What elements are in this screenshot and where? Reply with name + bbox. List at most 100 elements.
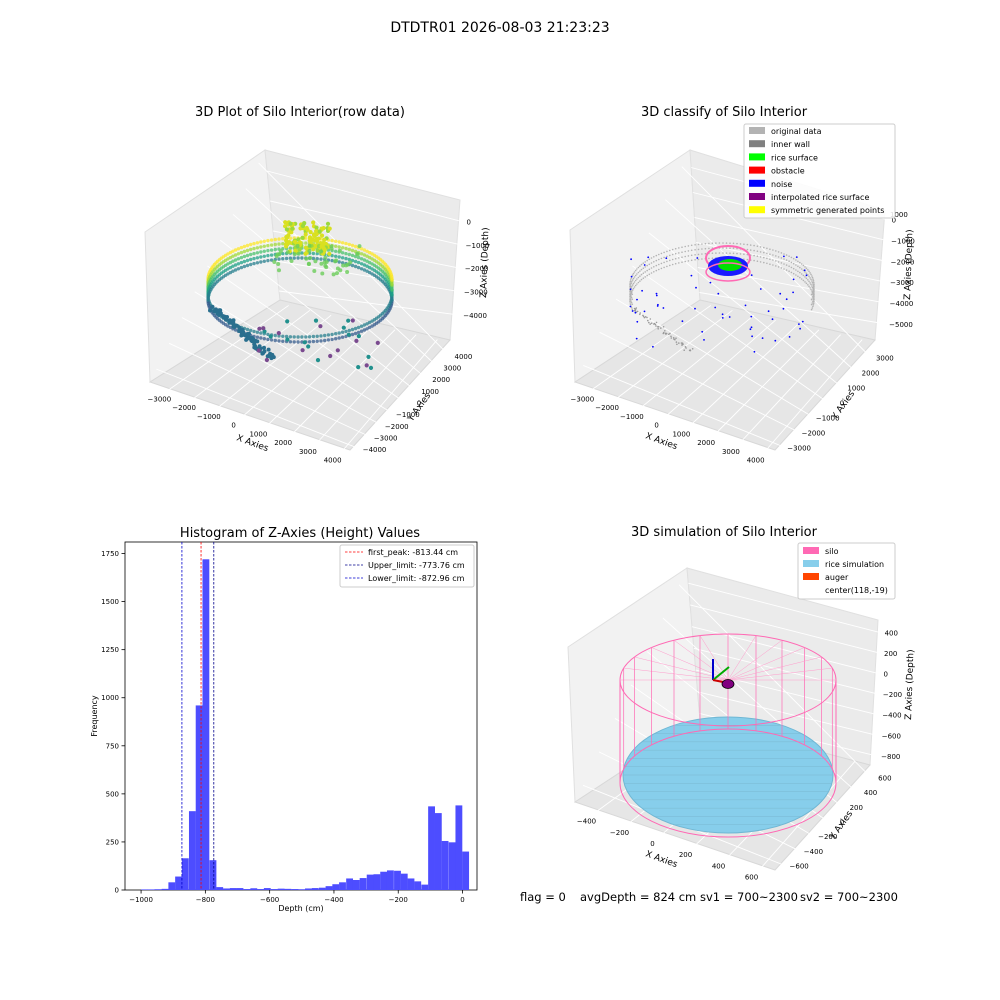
raw-3d-point [236,247,241,251]
raw-3d-point [292,340,296,344]
raw-3d-point [345,270,350,274]
classify-3d-wall-point [632,287,635,290]
raw-3d-point [303,232,308,237]
raw-3d-point [353,331,358,336]
raw-3d-z-gridline [279,290,459,316]
raw-3d-point [347,252,351,257]
histogram-bar [373,874,381,890]
raw-3d-point [277,257,281,261]
classify-3d-z-tick-label: 0 [892,217,896,225]
classify-3d-noise-point [782,307,785,310]
raw-3d-point [292,256,296,260]
raw-3d-z-tick-label: −3000 [464,289,488,297]
histogram-bar [161,888,169,890]
simulation-3d-legend-swatch [803,573,819,580]
simulation-3d-x-gridline [761,761,856,868]
histogram-bar [298,889,306,890]
raw-3d-y-tick-label: −3000 [374,435,398,443]
raw-3d-point [278,249,283,254]
classify-3d-y-gridline [632,265,829,403]
raw-3d-point [274,254,279,259]
classify-3d-wall-point [788,255,790,257]
classify-3d-wall-point [795,264,797,266]
histogram-x-tick-label: −1000 [129,896,153,904]
raw-3d-point [226,267,230,271]
raw-3d-point [367,250,372,255]
raw-3d-point [313,318,319,323]
classify-3d-noise-point [643,264,646,266]
raw-3d-point [344,251,348,256]
classify-3d-wall-point [722,242,724,244]
raw-3d-point [259,331,263,335]
histogram-bar [263,888,271,890]
classify-3d-wall-point [630,277,632,280]
classify-3d-wall-point [704,242,707,245]
classify-3d-x-tick-label: 0 [654,422,658,430]
raw-3d-y-tick-label: 1000 [421,388,439,396]
classify-3d-wall-point [809,272,811,274]
raw-3d-point [350,318,355,323]
classify-3d-wall-point [632,282,635,285]
classify-3d-noise-point [792,278,795,281]
raw-3d-point [273,242,277,247]
classify-3d-wall-point [639,313,641,316]
raw-3d-point [257,326,262,331]
histogram-bar [325,886,333,890]
classify-3d-wall-point [655,264,658,267]
classify-3d-wall-point [725,252,728,254]
raw-3d-point [261,350,266,355]
classify-3d-wall-point [681,261,683,264]
classify-3d-y-tick-label: 3000 [876,355,894,363]
classify-3d-legend-swatch [749,166,765,174]
raw-3d-point [276,262,281,266]
classify-3d-wall-point [644,276,646,278]
raw-3d-point [347,242,351,247]
raw-3d-point [338,268,343,273]
raw-3d-point [319,334,323,338]
simulation-3d-x-tick-label: 200 [679,851,692,859]
histogram-y-tick-label: 0 [115,887,119,895]
classify-3d-noise-point [785,298,788,301]
classify-3d-wall-point [669,332,671,335]
classify-3d-wall-point [681,256,683,259]
raw-3d-point [315,252,319,256]
raw-3d-x-gridline [193,309,311,399]
histogram-bar [147,889,155,890]
raw-3d-point [273,338,277,343]
raw-3d-point [350,253,355,258]
raw-3d-point [362,248,367,252]
raw-3d-point [327,226,332,231]
histogram-x-tick-label: −800 [196,896,215,904]
classify-3d-z-gridline [699,292,885,325]
raw-3d-point [353,244,358,249]
raw-3d-point [334,254,338,258]
raw-3d-point [304,335,308,339]
raw-3d-point [245,243,250,248]
raw-3d-z-gridline [266,170,462,222]
classify-3d-wall-point [766,252,768,255]
classify-3d-wall-point [697,243,700,246]
classify-3d-wall-point [669,264,671,267]
raw-3d-point [347,257,351,262]
raw-3d-point [266,347,271,352]
histogram-bar [394,870,401,890]
simulation-3d-title: 3D simulation of Silo Interior [631,525,818,540]
raw-3d-point [315,248,320,253]
classify-3d-wall-point [763,246,765,249]
classify-3d-x-gridline [616,309,733,399]
classify-3d-wall-point [629,284,632,286]
classify-3d-wall-point [655,321,658,324]
histogram-bar [339,882,346,890]
classify-3d-wall-point [648,273,651,276]
classify-3d-wall-point [799,276,801,279]
histogram-bar [181,858,189,890]
raw-3d-point [362,258,367,262]
raw-3d-point [344,329,348,334]
classify-3d-wall-point [629,290,632,293]
raw-3d-point [340,335,345,339]
raw-3d-point [325,221,331,226]
classify-3d-wall-point [662,326,665,328]
raw-3d-z-tick-label: −4000 [463,312,487,320]
classify-3d-wall-point [634,279,637,282]
raw-3d-point [290,226,295,231]
